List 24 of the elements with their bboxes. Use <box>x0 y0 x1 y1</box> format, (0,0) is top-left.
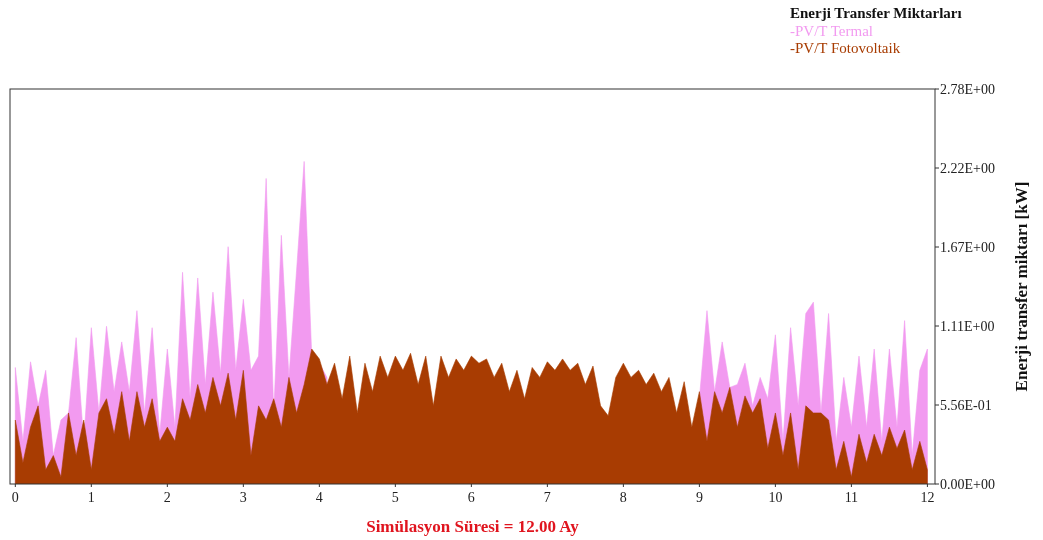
y-tick-label: 0.00E+00 <box>940 477 995 492</box>
x-tick-label: 10 <box>768 490 783 505</box>
x-tick-label: 8 <box>619 490 627 505</box>
x-tick-label: 5 <box>391 490 399 505</box>
x-axis-title: Simülasyon Süresi = 12.00 Ay <box>366 517 580 536</box>
legend-title: Enerji Transfer Miktarları <box>790 5 962 21</box>
x-tick-label: 11 <box>844 490 859 505</box>
x-tick-label: 2 <box>163 490 171 505</box>
x-tick-label: 9 <box>695 490 703 505</box>
x-tick-label: 0 <box>11 490 19 505</box>
x-tick-label: 6 <box>467 490 475 505</box>
x-tick-label: 12 <box>920 490 935 505</box>
x-tick-label: 1 <box>87 490 95 505</box>
y-tick-label: 1.11E+00 <box>940 319 995 334</box>
x-tick-label: 3 <box>239 490 247 505</box>
x-tick-label: 4 <box>315 490 323 505</box>
y-tick-label: 2.78E+00 <box>940 82 995 97</box>
text: -PV/T Fotovoltaik <box>790 40 901 56</box>
y-tick-label: 2.22E+00 <box>940 161 995 176</box>
y-tick-label: 1.67E+00 <box>940 240 995 255</box>
y-axis-title: Enerji transfer miktarı [kW] <box>1012 181 1031 392</box>
y-tick-label: 5.56E-01 <box>940 398 992 413</box>
text: -PV/T Termal <box>790 23 873 39</box>
x-tick-label: 7 <box>543 490 551 505</box>
